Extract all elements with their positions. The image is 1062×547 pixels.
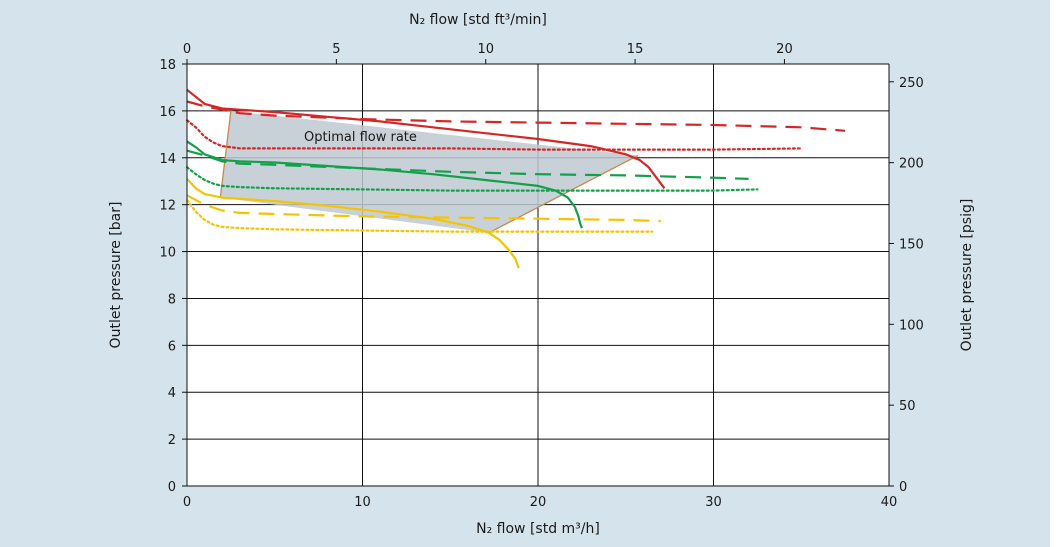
right-tick-label-100: 100: [899, 318, 924, 333]
series-green-dashed: [186, 149, 749, 180]
series-lines: [185, 88, 846, 269]
top-tick-label-5: 5: [332, 42, 340, 57]
right-axis-title: Outlet pressure [psig]: [959, 199, 975, 352]
right-tick-label-250: 250: [899, 76, 924, 91]
left-tick-label-14: 14: [159, 152, 176, 167]
labels: Optimal flow rate N₂ flow [std m³/h] N₂ f…: [108, 12, 975, 537]
bottom-tick-label-10: 10: [354, 495, 371, 510]
right-tick-label-50: 50: [899, 399, 916, 414]
left-tick-label-10: 10: [159, 246, 176, 261]
left-tick-label-12: 12: [159, 199, 176, 214]
series-yellow-dashed: [186, 194, 661, 223]
bottom-tick-label-20: 20: [530, 495, 547, 510]
left-tick-label-18: 18: [159, 58, 176, 73]
right-tick-label-200: 200: [899, 157, 924, 172]
series-yellow-solid: [186, 178, 520, 269]
optimal-flow-annotation: Optimal flow rate: [304, 130, 417, 145]
left-tick-label-0: 0: [168, 480, 176, 495]
series-yellow-dotted: [185, 198, 654, 233]
left-tick-label-4: 4: [168, 386, 176, 401]
left-axis-title: Outlet pressure [bar]: [108, 202, 124, 349]
top-tick-label-20: 20: [776, 42, 793, 57]
bottom-axis-title: N₂ flow [std m³/h]: [476, 521, 600, 537]
top-axis-title: N₂ flow [std ft³/min]: [409, 12, 547, 28]
series-red-solid: [186, 88, 666, 189]
right-tick-label-0: 0: [899, 480, 907, 495]
bottom-tick-label-0: 0: [183, 495, 191, 510]
bottom-tick-label-30: 30: [705, 495, 722, 510]
left-tick-label-8: 8: [168, 292, 176, 307]
series-green-solid: [186, 140, 583, 229]
left-tick-label-6: 6: [168, 339, 176, 354]
left-tick-label-16: 16: [159, 105, 176, 120]
right-tick-label-150: 150: [899, 237, 924, 252]
optimal-region-fill: [220, 110, 639, 233]
top-tick-label-10: 10: [477, 42, 494, 57]
bottom-tick-label-40: 40: [881, 495, 898, 510]
left-tick-label-2: 2: [168, 433, 176, 448]
series-green-dotted: [185, 166, 759, 192]
top-tick-label-0: 0: [183, 42, 191, 57]
top-tick-label-15: 15: [627, 42, 644, 57]
series-red-dotted: [185, 119, 803, 151]
optimal-region-left-edge: [219, 110, 232, 198]
series-red-dashed: [186, 100, 846, 132]
